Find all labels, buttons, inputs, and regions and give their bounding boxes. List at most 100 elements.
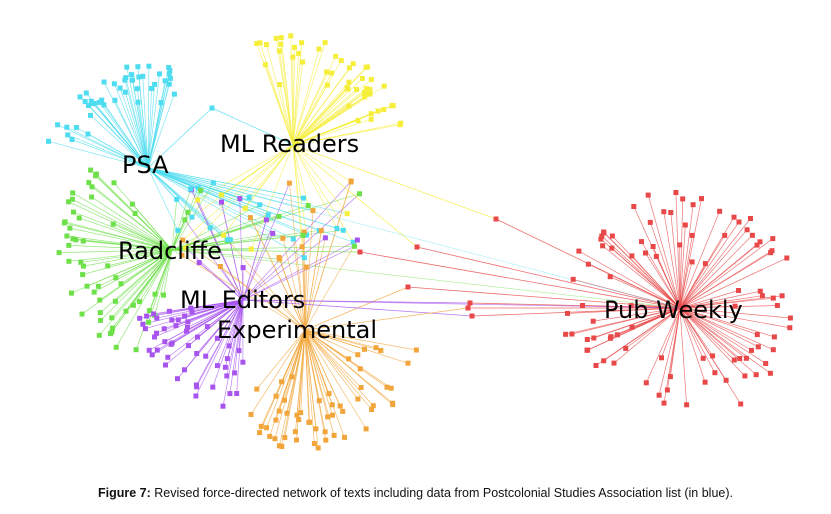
node	[368, 116, 374, 122]
node	[330, 412, 335, 418]
edge	[679, 307, 771, 374]
node	[267, 433, 273, 439]
node	[183, 245, 188, 251]
node	[673, 190, 679, 195]
edge	[229, 299, 244, 394]
node	[180, 237, 186, 243]
edge	[242, 299, 473, 317]
edge	[304, 210, 314, 331]
edge	[242, 237, 326, 301]
edge	[679, 307, 774, 350]
node	[130, 77, 135, 83]
node	[83, 90, 89, 96]
node	[738, 401, 744, 407]
edge	[679, 290, 739, 309]
node	[62, 219, 68, 225]
node	[182, 217, 188, 223]
node	[700, 355, 706, 361]
edge	[587, 307, 681, 340]
edge	[650, 222, 681, 309]
edge	[292, 109, 384, 146]
edge	[292, 144, 307, 236]
edge	[88, 105, 149, 169]
edge	[171, 199, 178, 251]
node	[338, 58, 344, 63]
node	[248, 412, 254, 417]
node	[182, 367, 187, 373]
edge	[304, 329, 362, 388]
node	[175, 317, 181, 323]
node	[684, 402, 690, 408]
node	[167, 75, 173, 81]
node	[69, 137, 75, 142]
edge	[679, 257, 787, 309]
edge	[79, 217, 173, 251]
edge	[679, 307, 757, 375]
edge	[670, 212, 681, 309]
edge	[99, 249, 173, 336]
node	[763, 361, 769, 366]
node	[146, 347, 152, 353]
edge	[171, 234, 224, 251]
node	[209, 105, 215, 111]
node	[667, 374, 673, 380]
node	[364, 91, 370, 97]
node	[736, 219, 742, 225]
edge	[90, 115, 149, 169]
edge	[115, 249, 173, 302]
node	[97, 99, 102, 105]
edge	[359, 251, 681, 309]
node	[288, 33, 294, 39]
node	[262, 62, 268, 68]
node	[767, 370, 773, 376]
node	[71, 209, 76, 215]
edge	[115, 249, 173, 279]
node	[357, 249, 363, 255]
node	[96, 332, 102, 338]
node	[771, 334, 777, 340]
edge	[256, 329, 306, 390]
figure-caption-text: Revised force-directed network of texts …	[154, 486, 734, 500]
node	[204, 324, 210, 330]
edge	[81, 249, 173, 315]
node	[784, 255, 790, 261]
edge	[154, 249, 173, 295]
edge	[83, 249, 173, 267]
edge	[177, 299, 244, 379]
edge	[48, 141, 149, 169]
node	[469, 313, 475, 319]
node	[710, 353, 716, 359]
edge	[679, 307, 758, 335]
node	[647, 219, 653, 225]
node	[699, 196, 704, 202]
node	[296, 417, 302, 423]
node	[779, 293, 785, 299]
node	[162, 78, 168, 84]
edge	[292, 48, 320, 146]
edge	[72, 192, 173, 251]
node	[88, 112, 93, 118]
node	[179, 252, 185, 258]
node	[123, 308, 129, 314]
node	[182, 313, 188, 319]
node	[576, 248, 582, 254]
node	[224, 373, 230, 379]
node	[69, 290, 74, 296]
node	[607, 274, 613, 280]
edge	[679, 198, 684, 309]
node	[754, 242, 760, 248]
node	[369, 407, 375, 412]
network-nodes	[46, 33, 793, 451]
edge	[292, 67, 350, 146]
edge	[645, 252, 681, 309]
edge	[661, 307, 681, 358]
node	[242, 205, 248, 211]
node	[757, 288, 763, 294]
edge	[292, 42, 326, 146]
node	[214, 363, 220, 369]
node	[702, 261, 708, 267]
node	[86, 103, 91, 108]
edge	[292, 105, 350, 146]
node	[203, 353, 209, 359]
node	[69, 196, 75, 202]
